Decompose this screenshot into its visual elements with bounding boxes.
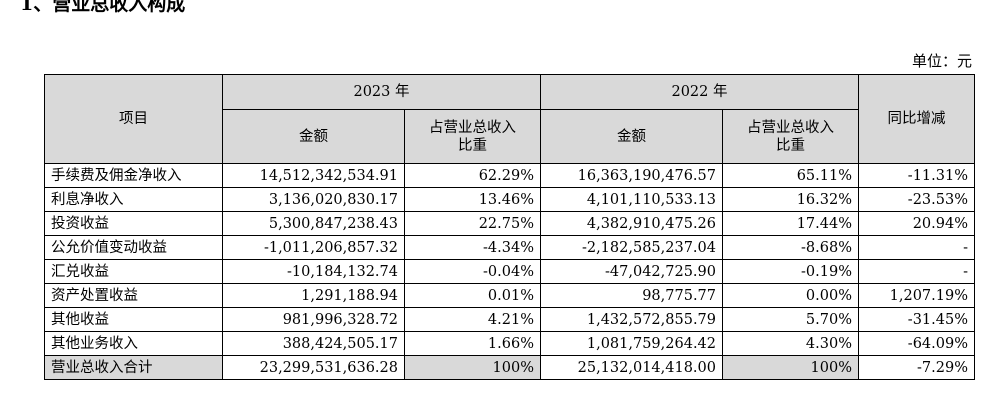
header-item: 项目 xyxy=(44,74,223,164)
total-amount-2022: 25,132,014,418.00 xyxy=(540,355,723,380)
row-yoy: -64.09% xyxy=(858,331,975,356)
row-amount-2023: -10,184,132.74 xyxy=(222,259,405,284)
row-amount-2023: 981,996,328.72 xyxy=(222,307,405,332)
table-row: 公允价值变动收益 -1,011,206,857.32 -4.34% -2,182… xyxy=(44,235,975,260)
row-yoy: -11.31% xyxy=(858,163,975,188)
row-amount-2023: 5,300,847,238.43 xyxy=(222,211,405,236)
row-amount-2022: 4,101,110,533.13 xyxy=(540,187,723,212)
header-year-2022: 2022 年 xyxy=(540,74,859,110)
row-share-2022: 65.11% xyxy=(722,163,859,188)
total-amount-2023: 23,299,531,636.28 xyxy=(222,355,405,380)
header-year-2023: 2023 年 xyxy=(222,74,541,110)
total-share-2022: 100% xyxy=(722,355,859,380)
row-amount-2023: 3,136,020,830.17 xyxy=(222,187,405,212)
row-share-2023: -4.34% xyxy=(404,235,541,260)
row-amount-2022: 1,081,759,264.42 xyxy=(540,331,723,356)
row-share-2023: 0.01% xyxy=(404,283,541,308)
row-share-2022: 16.32% xyxy=(722,187,859,212)
table-row: 其他收益 981,996,328.72 4.21% 1,432,572,855.… xyxy=(44,307,975,332)
row-share-2023: 62.29% xyxy=(404,163,541,188)
row-item: 资产处置收益 xyxy=(44,283,223,308)
row-amount-2023: 14,512,342,534.91 xyxy=(222,163,405,188)
row-item: 汇兑收益 xyxy=(44,259,223,284)
row-amount-2022: 4,382,910,475.26 xyxy=(540,211,723,236)
header-share-line1: 占营业总收入 xyxy=(429,119,516,136)
row-share-2022: -0.19% xyxy=(722,259,859,284)
row-yoy: 1,207.19% xyxy=(858,283,975,308)
total-yoy: -7.29% xyxy=(858,355,975,380)
header-share-line1: 占营业总收入 xyxy=(747,119,834,136)
row-share-2023: 1.66% xyxy=(404,331,541,356)
header-yoy: 同比增减 xyxy=(858,74,975,164)
row-item: 其他收益 xyxy=(44,307,223,332)
header-row-columns: 金额 占营业总收入 比重 金额 占营业总收入 比重 xyxy=(45,109,975,164)
row-share-2022: 17.44% xyxy=(722,211,859,236)
row-share-2022: -8.68% xyxy=(722,235,859,260)
row-share-2022: 0.00% xyxy=(722,283,859,308)
total-row: 营业总收入合计 23,299,531,636.28 100% 25,132,01… xyxy=(44,355,975,380)
row-item: 利息净收入 xyxy=(44,187,223,212)
row-share-2022: 4.30% xyxy=(722,331,859,356)
row-share-2023: -0.04% xyxy=(404,259,541,284)
header-share-line2: 比重 xyxy=(776,137,805,154)
row-share-2023: 22.75% xyxy=(404,211,541,236)
row-yoy: - xyxy=(858,235,975,260)
header-amount-2022: 金额 xyxy=(540,109,723,164)
row-yoy: 20.94% xyxy=(858,211,975,236)
row-amount-2023: -1,011,206,857.32 xyxy=(222,235,405,260)
row-amount-2022: -2,182,585,237.04 xyxy=(540,235,723,260)
table-row: 汇兑收益 -10,184,132.74 -0.04% -47,042,725.9… xyxy=(44,259,975,284)
total-item: 营业总收入合计 xyxy=(44,355,223,380)
header-amount-2023: 金额 xyxy=(222,109,405,164)
row-item: 手续费及佣金净收入 xyxy=(44,163,223,188)
header-share-2022: 占营业总收入 比重 xyxy=(722,109,859,164)
total-share-2023: 100% xyxy=(404,355,541,380)
table-row: 手续费及佣金净收入 14,512,342,534.91 62.29% 16,36… xyxy=(44,163,975,188)
row-amount-2023: 1,291,188.94 xyxy=(222,283,405,308)
table-row: 资产处置收益 1,291,188.94 0.01% 98,775.77 0.00… xyxy=(44,283,975,308)
header-share-line2: 比重 xyxy=(458,137,487,154)
row-yoy: -31.45% xyxy=(858,307,975,332)
table-row: 其他业务收入 388,424,505.17 1.66% 1,081,759,26… xyxy=(44,331,975,356)
row-item: 公允价值变动收益 xyxy=(44,235,223,260)
table-row: 利息净收入 3,136,020,830.17 13.46% 4,101,110,… xyxy=(44,187,975,212)
row-amount-2022: 16,363,190,476.57 xyxy=(540,163,723,188)
row-yoy: -23.53% xyxy=(858,187,975,212)
row-item: 投资收益 xyxy=(44,211,223,236)
section-title: 1、营业总收入构成 xyxy=(20,0,186,15)
row-amount-2022: 98,775.77 xyxy=(540,283,723,308)
header-row-years: 项目 2023 年 2022 年 同比增减 xyxy=(44,74,975,164)
table-row: 投资收益 5,300,847,238.43 22.75% 4,382,910,4… xyxy=(44,211,975,236)
unit-label: 单位：元 xyxy=(911,52,972,70)
header-share-2023: 占营业总收入 比重 xyxy=(404,109,541,164)
revenue-composition-table: 项目 2023 年 2022 年 同比增减 金额 占营业总收入 比重 金额 占营… xyxy=(44,74,975,380)
row-share-2023: 4.21% xyxy=(404,307,541,332)
row-item: 其他业务收入 xyxy=(44,331,223,356)
row-amount-2022: 1,432,572,855.79 xyxy=(540,307,723,332)
row-share-2023: 13.46% xyxy=(404,187,541,212)
row-share-2022: 5.70% xyxy=(722,307,859,332)
row-yoy: - xyxy=(858,259,975,284)
row-amount-2022: -47,042,725.90 xyxy=(540,259,723,284)
row-amount-2023: 388,424,505.17 xyxy=(222,331,405,356)
